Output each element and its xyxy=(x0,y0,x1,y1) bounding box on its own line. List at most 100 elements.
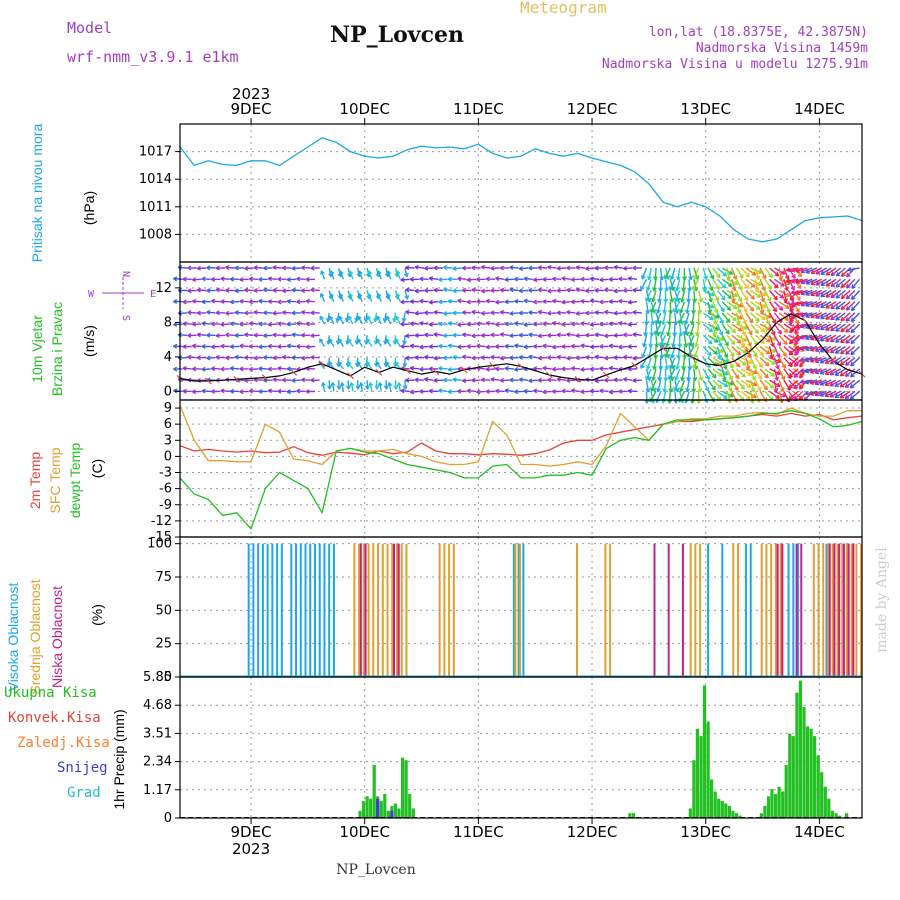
wind-arrow-385 xyxy=(476,367,486,370)
wind-arrow-head-442b xyxy=(518,312,523,316)
wind-arrow-head-578b xyxy=(627,368,632,372)
wind-arrow-head-549b xyxy=(604,335,609,339)
wind-arrow-head-431b xyxy=(509,288,514,293)
wind-arrow-head-574b xyxy=(623,312,628,316)
bottom-day-label-5: 14DEC xyxy=(794,823,845,841)
wind-arrow-head-421b xyxy=(504,389,509,394)
wind-arrow-head-839b xyxy=(747,284,750,289)
wind-arrow-324 xyxy=(429,390,439,393)
wind-arrow-1139 xyxy=(847,267,860,271)
wind-arrow-34 xyxy=(197,289,207,292)
wind-arrow-head-322b xyxy=(424,312,429,316)
wind-arrow-777 xyxy=(716,290,726,301)
wind-arrow-447 xyxy=(523,323,533,326)
wind-arrow-head-971b xyxy=(799,284,802,289)
wind-arrow-head-986b xyxy=(794,386,799,390)
wind-arrow-726 xyxy=(696,324,700,337)
wind-arrow-204 xyxy=(341,382,345,392)
wind-arrow-head-803b xyxy=(735,280,739,285)
wind-arrow-1085 xyxy=(830,334,842,343)
wind-arrow-head-913b xyxy=(782,392,786,397)
wind-arrow-head-572b xyxy=(622,356,628,360)
wind-arrow-head-328b xyxy=(428,324,433,327)
wind-arrow-head-165b xyxy=(300,334,305,338)
wind-arrow-head-885b xyxy=(762,309,765,314)
wind-arrow-631 xyxy=(655,312,662,325)
wind-arrow-345 xyxy=(443,312,453,315)
wind-arrow-head-151b xyxy=(291,380,296,383)
wind-arrow-head-984b xyxy=(786,269,791,273)
wind-arrow-head-32b xyxy=(196,357,201,361)
wind-arrow-head-676b xyxy=(676,365,680,370)
wind-speed-mark-18 xyxy=(432,368,440,375)
wind-arrow-head-770b xyxy=(725,382,729,387)
wind-arrow-head-487b xyxy=(556,378,561,382)
wind-arrow-head-299b xyxy=(405,289,410,293)
wind-arrow-739 xyxy=(702,312,714,321)
wind-arrow-head-282b xyxy=(395,270,398,275)
wind-arrow-201 xyxy=(336,312,340,322)
wind-arrow-head-571b xyxy=(623,378,627,382)
wind-arrow-head-376b xyxy=(466,323,471,327)
wind-arrow-head-1119b xyxy=(845,375,850,377)
wind-arrow-1040 xyxy=(810,301,822,308)
wind-arrow-head-597b xyxy=(647,309,651,314)
wind-arrow-head-210b xyxy=(339,270,341,275)
wind-arrow-head-533b xyxy=(589,300,594,304)
wind-arrow-400 xyxy=(485,300,496,303)
wind-arrow-323 xyxy=(424,267,434,270)
wind-arrow-310 xyxy=(414,289,424,292)
wind-arrow-554 xyxy=(609,345,619,348)
wind-arrow-head-432b xyxy=(509,266,514,270)
wind-arrow-846 xyxy=(745,323,753,335)
wind-arrow-687 xyxy=(682,357,686,370)
wind-speed-mark-40 xyxy=(744,349,752,356)
wind-arrow-head-451b xyxy=(528,380,533,384)
wind-arrow-head-727b xyxy=(696,332,700,337)
wind-arrow-head-476b xyxy=(547,357,552,361)
wind-arrow-head-75b xyxy=(229,346,234,350)
precip-total-bar-99 xyxy=(710,779,714,818)
wind-arrow-995 xyxy=(791,267,803,272)
wind-arrow-532 xyxy=(590,299,600,303)
wind-arrow-head-905b xyxy=(771,354,775,359)
wind-arrow-head-890b xyxy=(771,384,775,389)
wind-arrow-head-1133b xyxy=(850,353,855,356)
wind-arrow-head-398b xyxy=(485,368,490,372)
wind-arrow-head-648b xyxy=(668,275,671,280)
wind-arrow-head-1027b xyxy=(805,327,810,330)
wind-arrow-722 xyxy=(697,368,703,381)
wind-arrow-1123 xyxy=(845,312,856,322)
wind-arrow-head-813b xyxy=(739,303,744,307)
wind-arrow-head-458b xyxy=(532,367,538,372)
wind-arrow-head-811b xyxy=(739,327,743,332)
wind-arrow-head-554b xyxy=(608,367,613,371)
wind-arrow-660 xyxy=(674,391,677,404)
wind-arrow-1112 xyxy=(840,301,851,311)
wind-arrow-622 xyxy=(653,279,657,292)
wind-arrow-213 xyxy=(346,312,349,322)
wind-arrow-244 xyxy=(367,293,373,302)
wind-arrow-head-600b xyxy=(641,276,646,280)
wind-arrow-head-314b xyxy=(419,368,424,372)
wind-arrow-head-446b xyxy=(523,368,528,372)
wind-arrow-head-557b xyxy=(608,300,613,305)
wind-arrow-531 xyxy=(590,323,600,326)
wind-arrow-head-426b xyxy=(504,279,509,283)
wind-arrow-533 xyxy=(590,277,600,280)
wind-arrow-254 xyxy=(375,338,382,347)
ytick-label-clouds-0: 0 xyxy=(164,670,172,685)
wind-arrow-head-1047b xyxy=(815,372,820,375)
wind-arrow-762 xyxy=(712,323,716,336)
wind-arrow-268 xyxy=(386,293,392,302)
wind-arrow-548 xyxy=(604,334,614,337)
wind-arrow-15 xyxy=(182,322,192,325)
wind-arrow-head-489b xyxy=(556,334,561,338)
wind-arrow-110 xyxy=(258,345,268,348)
wind-arrow-907 xyxy=(768,312,777,324)
wind-arrow-head-620b xyxy=(659,320,662,325)
wind-arrow-head-1111b xyxy=(840,330,845,333)
wind-arrow-head-754b xyxy=(710,297,713,303)
wind-arrow-773 xyxy=(716,335,722,347)
wind-arrow-head-695b xyxy=(682,287,686,292)
